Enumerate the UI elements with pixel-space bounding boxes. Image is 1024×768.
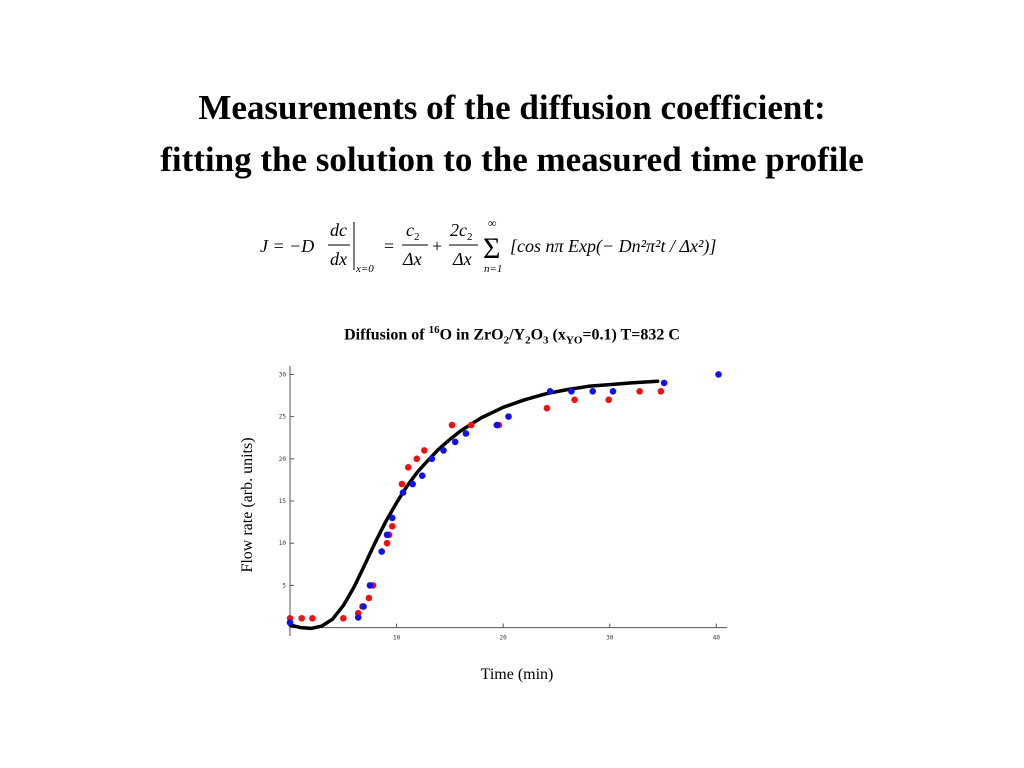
- formula-dx-2: Δx: [452, 249, 472, 269]
- chart-title: Diffusion of 16O in ZrO2/Y2O3 (xYO=0.1) …: [344, 324, 680, 347]
- formula-sum: Σ: [483, 232, 500, 265]
- data-point-blue: [715, 371, 722, 378]
- data-point-blue: [409, 480, 416, 488]
- formula-eval-at: x=0: [355, 263, 374, 275]
- formula-sum-top: ∞: [488, 216, 497, 230]
- data-point-blue: [493, 421, 501, 429]
- y-tick-label: 20: [279, 456, 287, 463]
- data-point-blue: [589, 388, 596, 395]
- data-point-blue: [546, 388, 554, 395]
- data-point-red: [421, 447, 428, 454]
- data-point-red: [467, 421, 475, 429]
- data-point-blue: [366, 582, 374, 589]
- data-point-blue: [451, 438, 459, 446]
- y-tick-label: 30: [279, 371, 287, 378]
- formula-dx-1: Δx: [402, 249, 422, 269]
- data-point-red: [413, 455, 421, 463]
- formula-dc: dc: [330, 220, 347, 240]
- data-point-red: [405, 464, 412, 471]
- data-point-blue: [505, 413, 512, 420]
- x-tick-label: 10: [393, 635, 401, 642]
- data-point-blue: [286, 619, 294, 626]
- data-point-red: [448, 421, 456, 429]
- y-tick-label: 15: [279, 498, 287, 505]
- data-point-blue: [462, 430, 470, 437]
- data-point-red: [389, 523, 396, 530]
- data-point-blue: [383, 531, 391, 539]
- data-point-red: [383, 539, 391, 547]
- data-point-blue: [428, 455, 436, 463]
- data-point-blue: [418, 472, 426, 480]
- data-point-blue: [389, 514, 396, 522]
- data-point-red: [543, 404, 551, 412]
- data-point-blue: [609, 388, 617, 395]
- formula-lhs: J = −D: [260, 236, 314, 256]
- x-tick-label: 30: [606, 635, 614, 642]
- data-point-blue: [399, 489, 407, 496]
- slide-title-line-1: Measurements of the diffusion coefficien…: [198, 88, 826, 127]
- y-axis-label: Flow rate (arb. units): [239, 437, 256, 573]
- formula-body: [cos nπ Exp(− Dn²π²t / Δx²)]: [510, 236, 716, 257]
- data-point-blue: [568, 388, 575, 395]
- formula-sum-bottom: n=1: [484, 263, 502, 275]
- y-tick-label: 5: [282, 582, 286, 589]
- data-point-red: [636, 388, 643, 395]
- data-point-red: [365, 594, 373, 602]
- data-point-red: [298, 615, 306, 622]
- data-point-blue: [440, 447, 447, 454]
- diffusion-formula: J = −D dc dx x=0 = c2 Δx + 2c2 Δx ∞ Σ n=…: [260, 216, 716, 275]
- data-point-blue: [360, 603, 367, 610]
- fit-curve: [288, 379, 660, 631]
- data-point-red: [657, 388, 665, 395]
- data-point-blue: [354, 614, 362, 621]
- formula-dx: dx: [330, 249, 347, 269]
- formula-eq: =: [384, 236, 394, 256]
- data-point-red: [571, 396, 578, 404]
- y-tick-label: 25: [279, 414, 287, 421]
- formula-2c2: 2c2: [450, 220, 473, 243]
- data-point-red: [340, 615, 347, 622]
- data-point-blue: [660, 379, 668, 387]
- data-point-red: [398, 480, 406, 488]
- x-tick-label: 20: [500, 635, 508, 642]
- slide-title-line-2: fitting the solution to the measured tim…: [160, 140, 864, 179]
- slide-title: Measurements of the diffusion coefficien…: [0, 82, 1024, 186]
- x-axis-label: Time (min): [480, 666, 554, 683]
- x-tick-label: 40: [713, 635, 721, 642]
- formula-c2: c2: [406, 220, 420, 243]
- y-tick-label: 10: [279, 540, 287, 547]
- formula-plus: +: [432, 236, 442, 256]
- data-point-red: [605, 396, 612, 404]
- data-point-blue: [378, 548, 386, 555]
- data-point-red: [309, 615, 316, 622]
